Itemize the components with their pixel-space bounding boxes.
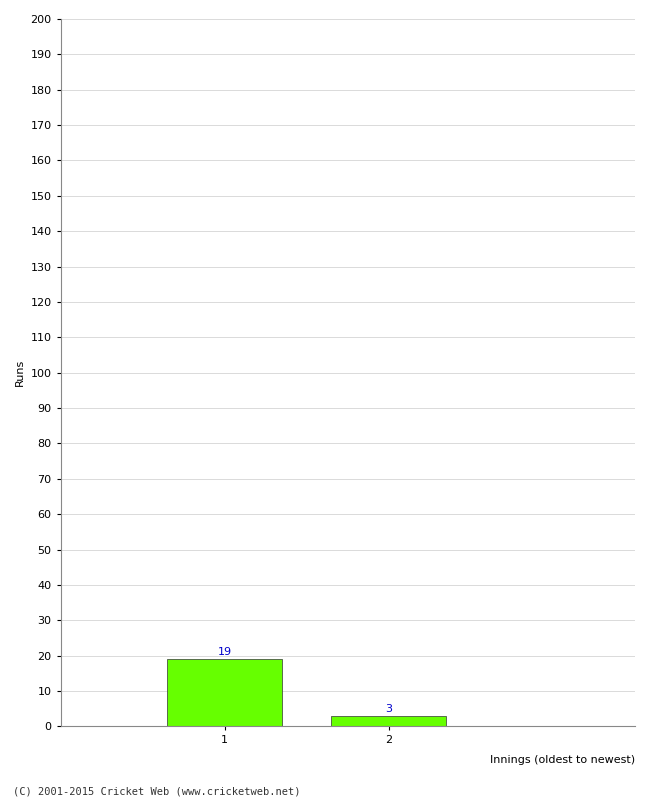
Text: 19: 19: [218, 647, 232, 658]
Text: (C) 2001-2015 Cricket Web (www.cricketweb.net): (C) 2001-2015 Cricket Web (www.cricketwe…: [13, 786, 300, 796]
Text: Innings (oldest to newest): Innings (oldest to newest): [490, 754, 635, 765]
Bar: [332, 716, 447, 726]
Text: 3: 3: [385, 704, 393, 714]
Y-axis label: Runs: Runs: [15, 359, 25, 386]
Bar: [167, 659, 282, 726]
